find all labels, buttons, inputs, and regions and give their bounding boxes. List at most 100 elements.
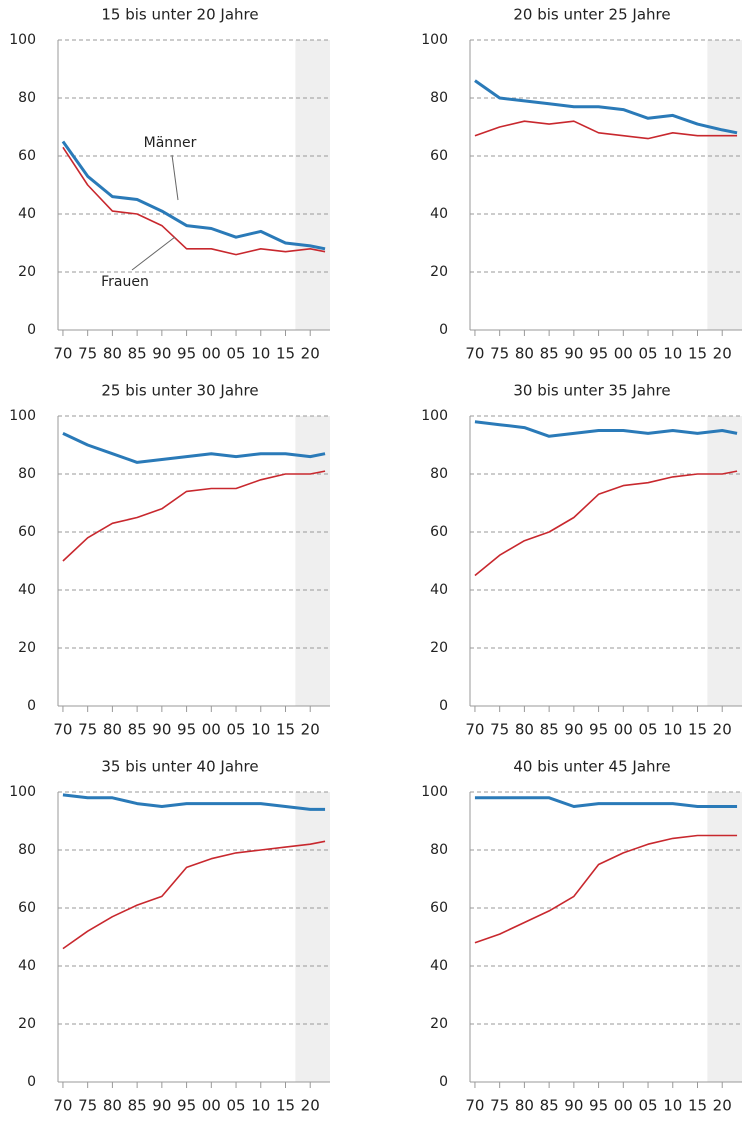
y-tick-label: 0 bbox=[27, 698, 36, 714]
x-tick-label: 15 bbox=[276, 721, 295, 739]
x-tick-label: 80 bbox=[103, 1097, 122, 1115]
series-line bbox=[474, 120, 738, 140]
y-tick-label: 60 bbox=[430, 524, 448, 540]
y-tick-label: 0 bbox=[439, 1074, 448, 1090]
x-tick-label: 05 bbox=[226, 345, 245, 363]
x-tick-label: 15 bbox=[688, 721, 707, 739]
x-tick-label: 10 bbox=[251, 721, 270, 739]
x-tick-label: 70 bbox=[53, 721, 72, 739]
x-tick-label: 00 bbox=[202, 345, 221, 363]
x-tick-label: 95 bbox=[177, 721, 196, 739]
series-line bbox=[474, 420, 738, 438]
series-label: Männer bbox=[144, 135, 197, 151]
x-tick-label: 80 bbox=[515, 721, 534, 739]
series-line bbox=[474, 796, 738, 808]
x-tick-label: 95 bbox=[589, 1097, 608, 1115]
x-tick-label: 00 bbox=[614, 1097, 633, 1115]
x-tick-label: 80 bbox=[515, 1097, 534, 1115]
x-tick-label: 75 bbox=[78, 345, 97, 363]
x-tick-label: 20 bbox=[301, 1097, 320, 1115]
y-tick-label: 100 bbox=[421, 32, 448, 48]
x-tick-label: 15 bbox=[276, 345, 295, 363]
x-tick-label: 90 bbox=[152, 345, 171, 363]
y-tick-label: 0 bbox=[27, 1074, 36, 1090]
x-tick-label: 15 bbox=[688, 1097, 707, 1115]
x-tick-label: 10 bbox=[663, 721, 682, 739]
x-tick-label: 20 bbox=[301, 721, 320, 739]
x-tick-label: 20 bbox=[301, 345, 320, 363]
y-tick-label: 100 bbox=[421, 784, 448, 800]
y-tick-label: 40 bbox=[430, 582, 448, 598]
x-tick-label: 20 bbox=[713, 1097, 732, 1115]
series-line bbox=[61, 140, 326, 251]
series-line bbox=[474, 79, 738, 135]
x-tick-label: 95 bbox=[589, 345, 608, 363]
x-tick-label: 75 bbox=[78, 1097, 97, 1115]
y-tick-label: 20 bbox=[18, 640, 36, 656]
x-tick-label: 20 bbox=[713, 345, 732, 363]
y-tick-label: 20 bbox=[430, 264, 448, 280]
chart-title: 40 bis unter 45 Jahre bbox=[513, 758, 670, 776]
x-tick-label: 05 bbox=[226, 1097, 245, 1115]
x-tick-label: 70 bbox=[465, 1097, 484, 1115]
x-tick-label: 05 bbox=[638, 721, 657, 739]
y-tick-label: 20 bbox=[430, 640, 448, 656]
x-tick-label: 15 bbox=[688, 345, 707, 363]
chart-title: 20 bis unter 25 Jahre bbox=[513, 6, 670, 24]
y-tick-label: 0 bbox=[439, 698, 448, 714]
y-tick-label: 40 bbox=[18, 582, 36, 598]
x-tick-label: 00 bbox=[614, 721, 633, 739]
series-line bbox=[62, 470, 326, 562]
x-tick-label: 90 bbox=[152, 721, 171, 739]
y-tick-label: 60 bbox=[18, 148, 36, 164]
y-tick-label: 60 bbox=[18, 900, 36, 916]
y-tick-label: 40 bbox=[18, 958, 36, 974]
x-tick-label: 90 bbox=[564, 1097, 583, 1115]
x-tick-label: 70 bbox=[53, 1097, 72, 1115]
y-tick-label: 80 bbox=[430, 842, 448, 858]
chart-title: 25 bis unter 30 Jahre bbox=[101, 382, 258, 400]
x-tick-label: 10 bbox=[663, 1097, 682, 1115]
x-tick-label: 05 bbox=[638, 1097, 657, 1115]
series-line bbox=[62, 432, 326, 464]
x-tick-label: 70 bbox=[53, 345, 72, 363]
y-tick-label: 80 bbox=[18, 842, 36, 858]
y-tick-label: 80 bbox=[430, 90, 448, 106]
projection-shade bbox=[295, 40, 330, 330]
x-tick-label: 85 bbox=[128, 345, 147, 363]
y-tick-label: 0 bbox=[439, 322, 448, 338]
annotation-leader bbox=[131, 236, 176, 271]
y-tick-label: 20 bbox=[18, 1016, 36, 1032]
x-tick-label: 00 bbox=[202, 1097, 221, 1115]
x-tick-label: 70 bbox=[465, 721, 484, 739]
series-line bbox=[474, 470, 738, 577]
x-tick-label: 80 bbox=[103, 345, 122, 363]
y-tick-label: 60 bbox=[430, 900, 448, 916]
chart-title: 35 bis unter 40 Jahre bbox=[101, 758, 258, 776]
y-tick-label: 100 bbox=[421, 408, 448, 424]
series-line bbox=[62, 146, 326, 256]
x-tick-label: 05 bbox=[638, 345, 657, 363]
x-tick-label: 85 bbox=[540, 721, 559, 739]
y-tick-label: 80 bbox=[430, 466, 448, 482]
projection-shade bbox=[295, 792, 330, 1082]
chart-title: 15 bis unter 20 Jahre bbox=[101, 6, 258, 24]
projection-shade bbox=[707, 40, 742, 330]
y-tick-label: 100 bbox=[9, 32, 36, 48]
x-tick-label: 95 bbox=[589, 721, 608, 739]
series-line bbox=[62, 840, 326, 950]
x-tick-label: 85 bbox=[540, 345, 559, 363]
y-tick-label: 20 bbox=[18, 264, 36, 280]
annotation-leader bbox=[171, 154, 179, 201]
y-tick-label: 40 bbox=[18, 206, 36, 222]
x-tick-label: 05 bbox=[226, 721, 245, 739]
y-tick-label: 100 bbox=[9, 408, 36, 424]
y-tick-label: 100 bbox=[9, 784, 36, 800]
y-tick-label: 80 bbox=[18, 466, 36, 482]
x-tick-label: 75 bbox=[490, 345, 509, 363]
x-tick-label: 90 bbox=[564, 345, 583, 363]
series-line bbox=[62, 793, 326, 811]
y-tick-label: 40 bbox=[430, 958, 448, 974]
x-tick-label: 10 bbox=[663, 345, 682, 363]
